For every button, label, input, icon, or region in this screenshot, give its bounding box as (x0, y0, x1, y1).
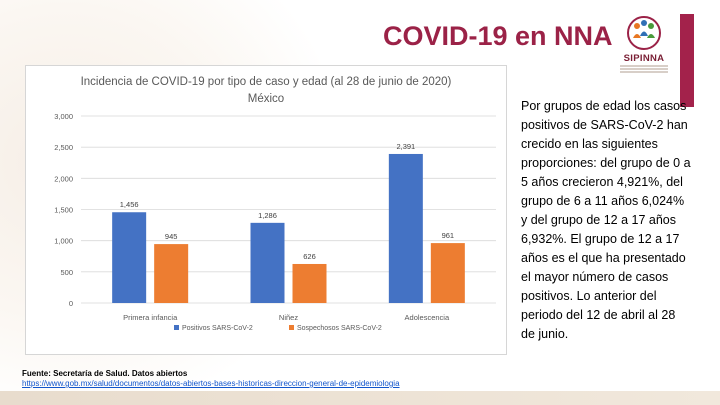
bottom-decoration-strip (0, 391, 720, 405)
y-tick-label: 3,000 (54, 112, 73, 121)
bar-positivos (250, 222, 285, 303)
bar-sospechosos (430, 243, 465, 303)
y-tick-label: 2,500 (54, 143, 73, 152)
data-label: 626 (303, 252, 316, 261)
chart-subtitle: México (248, 93, 284, 105)
y-tick-label: 2,000 (54, 174, 73, 183)
data-label: 1,456 (120, 200, 139, 209)
data-label: 2,391 (396, 142, 415, 151)
chart-panel: Incidencia de COVID-19 por tipo de caso … (25, 65, 507, 355)
chart-title: Incidencia de COVID-19 por tipo de caso … (81, 76, 452, 88)
source-label: Fuente: Secretaría de Salud. Datos abier… (22, 369, 188, 378)
bar-positivos (388, 153, 423, 303)
x-tick-label: Primera infancia (123, 313, 178, 322)
data-label: 961 (442, 231, 455, 240)
description-text: Por grupos de edad los casos positivos d… (521, 99, 691, 341)
legend-label: Sospechosos SARS-CoV-2 (297, 325, 382, 332)
source-link[interactable]: https://www.gob.mx/salud/documentos/dato… (22, 379, 400, 388)
x-tick-label: Niñez (279, 313, 298, 322)
logo-text: SIPINNA (623, 53, 665, 64)
legend-label: Positivos SARS-CoV-2 (182, 325, 253, 332)
accent-bar (680, 14, 694, 107)
y-tick-label: 1,000 (54, 237, 73, 246)
y-tick-label: 0 (69, 299, 73, 308)
slide-title: COVID-19 en NNA (383, 21, 613, 51)
x-tick-label: Adolescencia (405, 313, 450, 322)
bar-sospechosos (292, 263, 327, 303)
y-tick-label: 1,500 (54, 206, 73, 215)
sipinna-logo-icon (627, 16, 661, 50)
bar-sospechosos (154, 244, 189, 303)
legend-swatch (289, 325, 294, 330)
data-label: 1,286 (258, 211, 277, 220)
logo-subtext (616, 65, 672, 73)
legend-swatch (174, 325, 179, 330)
data-label: 945 (165, 232, 178, 241)
bar-chart: Incidencia de COVID-19 por tipo de caso … (54, 76, 496, 332)
y-tick-label: 500 (60, 268, 73, 277)
sipinna-logo: SIPINNA (616, 14, 672, 86)
source-note: Fuente: Secretaría de Salud. Datos abier… (22, 369, 400, 389)
bar-positivos (112, 212, 147, 303)
